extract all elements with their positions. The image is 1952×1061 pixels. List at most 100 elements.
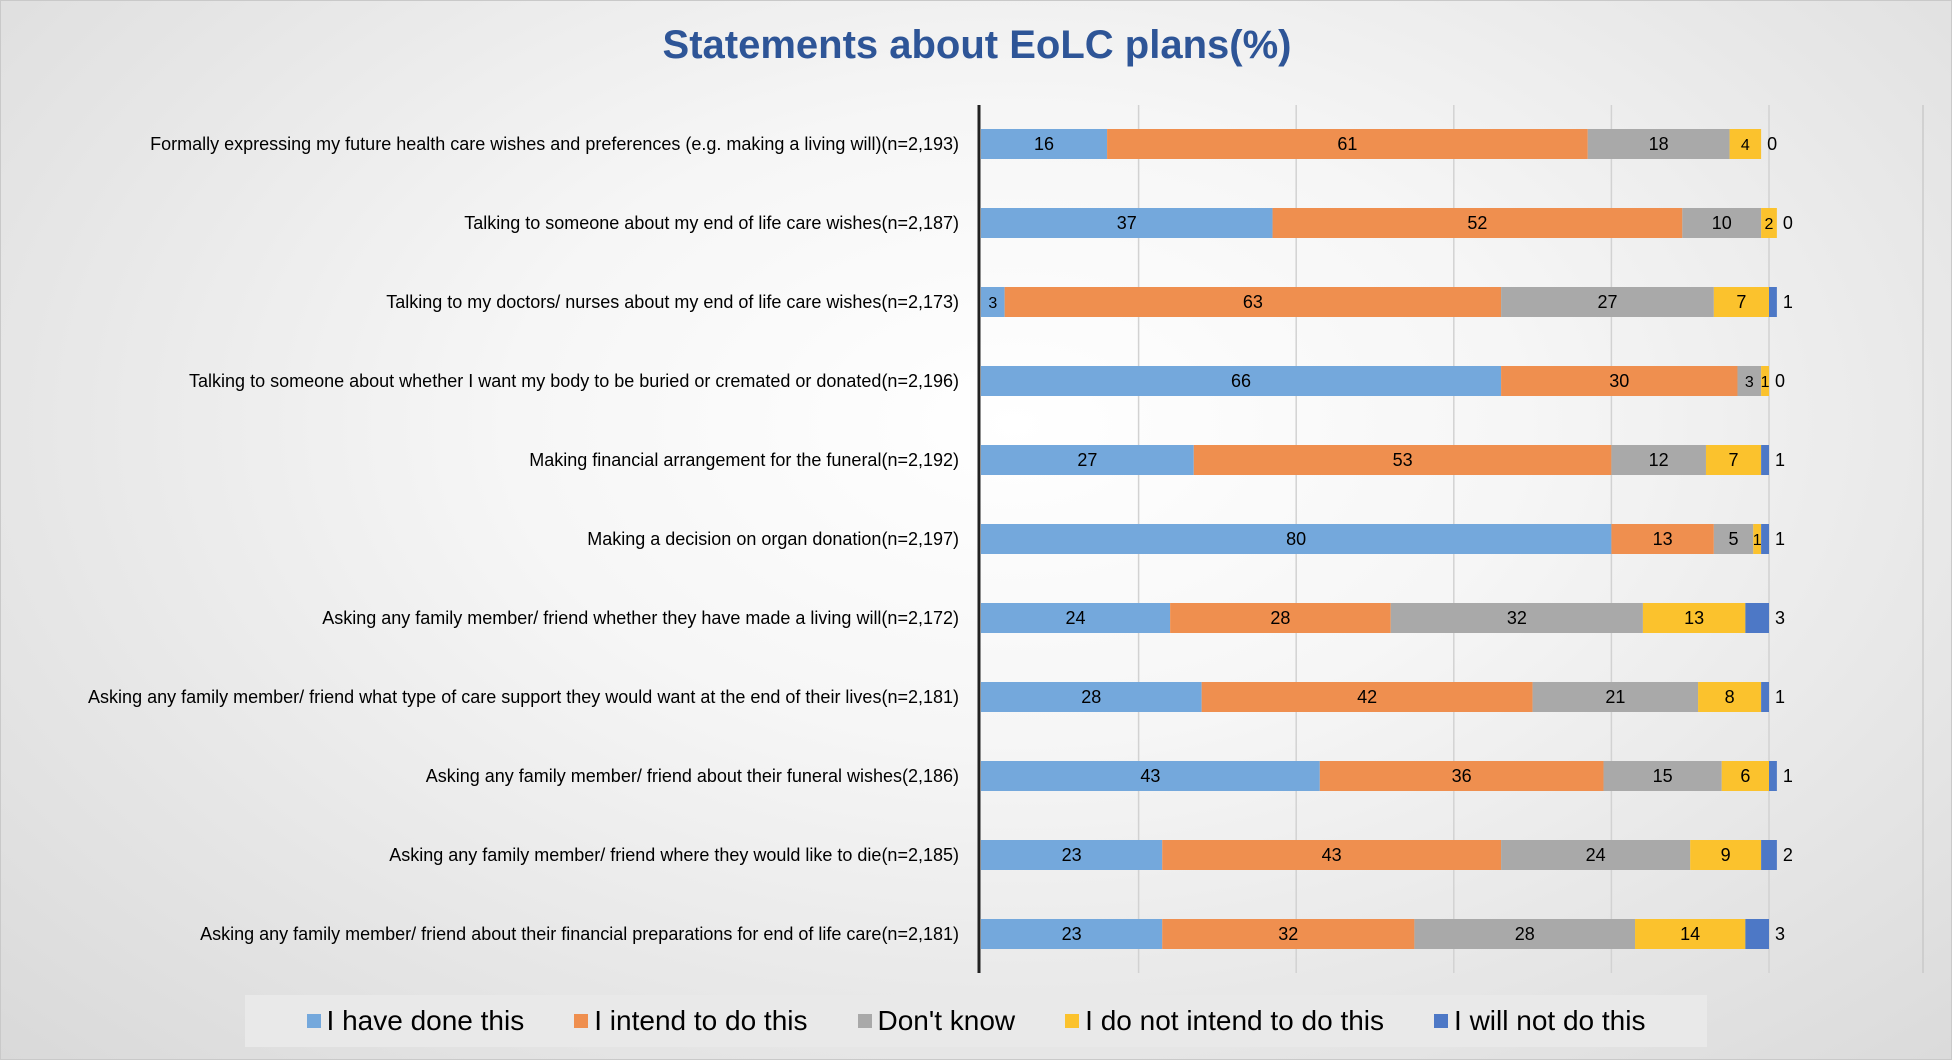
bar-segment (1390, 603, 1643, 633)
legend-label: I do not intend to do this (1085, 1005, 1385, 1036)
data-label: 43 (1140, 766, 1160, 786)
data-label: 21 (1605, 687, 1625, 707)
bar-segment (981, 761, 1320, 791)
category-label: Asking any family member/ friend what ty… (88, 687, 959, 707)
category-label: Making a decision on organ donation(n=2,… (587, 529, 959, 549)
data-label: 7 (1729, 450, 1739, 470)
data-label: 0 (1767, 134, 1777, 154)
data-label: 18 (1649, 134, 1669, 154)
data-label: 9 (1721, 845, 1731, 865)
category-label: Formally expressing my future health car… (150, 134, 959, 154)
bar-segment (1713, 287, 1769, 317)
bar-segment (981, 919, 1163, 949)
data-label: 3 (1775, 924, 1785, 944)
data-label: 28 (1515, 924, 1535, 944)
bar-segment (981, 287, 1005, 317)
data-label: 66 (1231, 371, 1251, 391)
legend-label: I intend to do this (594, 1005, 808, 1036)
bar-segment (1721, 761, 1769, 791)
data-label: 3 (988, 295, 997, 312)
data-label: 12 (1649, 450, 1669, 470)
bar-segment (1761, 524, 1769, 554)
bar-segment (1761, 366, 1769, 396)
chart-title: Statements about EoLC plans(%) (662, 23, 1292, 67)
data-label: 8 (1725, 687, 1735, 707)
data-label: 80 (1286, 529, 1306, 549)
data-label: 24 (1066, 608, 1086, 628)
data-label: 5 (1729, 529, 1739, 549)
data-label: 32 (1278, 924, 1298, 944)
bar-segment (1761, 840, 1777, 870)
bar-segment (1587, 129, 1730, 159)
bar-segment (981, 129, 1108, 159)
bar-segment (981, 208, 1273, 238)
bar-segment (981, 682, 1202, 712)
bar-segment (981, 524, 1612, 554)
data-label: 3 (1745, 374, 1754, 391)
legend-swatch (1065, 1014, 1080, 1028)
data-label: 13 (1684, 608, 1704, 628)
data-label: 0 (1783, 213, 1793, 233)
legend-item: Don't know (857, 1005, 1015, 1037)
legend-swatch (306, 1014, 321, 1028)
category-label: Talking to someone about my end of life … (464, 213, 959, 233)
bar-segment (1162, 919, 1415, 949)
data-label: 23 (1062, 845, 1082, 865)
bar-segment (1761, 682, 1769, 712)
data-label: 6 (1740, 766, 1750, 786)
bar-segment (1769, 761, 1777, 791)
data-label: 61 (1337, 134, 1357, 154)
data-label: 23 (1062, 924, 1082, 944)
category-label: Asking any family member/ friend where t… (389, 845, 959, 865)
data-label: 28 (1270, 608, 1290, 628)
bar-segment (1642, 603, 1746, 633)
data-label: 53 (1393, 450, 1413, 470)
data-label: 0 (1775, 371, 1785, 391)
data-label: 15 (1653, 766, 1673, 786)
bar-segment (1611, 524, 1714, 554)
bar-segment (1272, 208, 1683, 238)
data-label: 24 (1586, 845, 1606, 865)
data-label: 10 (1712, 213, 1732, 233)
bar-segment (1611, 445, 1706, 475)
bar-segment (1201, 682, 1533, 712)
bar-segment (1170, 603, 1391, 633)
bar-segment (1501, 366, 1738, 396)
data-label: 36 (1452, 766, 1472, 786)
data-label: 7 (1736, 292, 1746, 312)
bar-segment (1635, 919, 1746, 949)
bar-segment (1729, 129, 1762, 159)
legend-swatch (1434, 1014, 1449, 1028)
data-label: 27 (1597, 292, 1617, 312)
legend-item: I do not intend to do this (1065, 1005, 1384, 1037)
legend-item: I intend to do this (574, 1005, 808, 1037)
data-label: 1 (1783, 766, 1793, 786)
bar-segment (1162, 840, 1502, 870)
data-label: 30 (1609, 371, 1629, 391)
data-label: 4 (1741, 137, 1750, 154)
bar-segment (1004, 287, 1502, 317)
bar-segment (1753, 524, 1762, 554)
bar-segment (1603, 761, 1722, 791)
bar-segment (1193, 445, 1612, 475)
data-label: 37 (1117, 213, 1137, 233)
legend-swatch (574, 1014, 589, 1028)
legend-label: I have done this (326, 1005, 525, 1036)
data-label: 43 (1322, 845, 1342, 865)
data-label: 42 (1357, 687, 1377, 707)
bar-segment (981, 603, 1171, 633)
data-label: 1 (1753, 532, 1762, 549)
legend-label: I will not do this (1454, 1005, 1646, 1036)
data-label: 28 (1081, 687, 1101, 707)
data-label: 27 (1077, 450, 1097, 470)
data-label: 2 (1765, 216, 1774, 233)
category-label: Asking any family member/ friend about t… (200, 924, 959, 944)
bars (981, 129, 1777, 949)
bar-segment (1690, 840, 1762, 870)
bar-segment (981, 366, 1502, 396)
bar-segment (1107, 129, 1588, 159)
data-label: 1 (1775, 687, 1785, 707)
category-label: Talking to my doctors/ nurses about my e… (386, 292, 959, 312)
